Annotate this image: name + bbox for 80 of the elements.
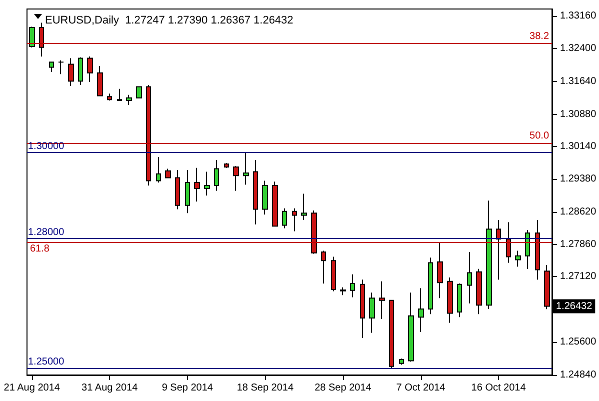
- candlestick: [156, 156, 161, 184]
- candlestick: [126, 94, 132, 106]
- candlestick: [360, 279, 365, 338]
- candlestick: [175, 169, 180, 210]
- candlestick: [515, 250, 521, 268]
- candlestick: [496, 220, 501, 280]
- y-tick-label: 1.30880: [560, 108, 597, 120]
- x-tick-label: 21 Aug 2014: [4, 382, 60, 394]
- candlestick: [204, 171, 210, 196]
- candlestick: [408, 292, 414, 362]
- x-tick-label: 18 Sep 2014: [236, 382, 294, 394]
- candlestick: [418, 288, 424, 332]
- candlestick: [49, 62, 54, 73]
- candlestick: [457, 283, 462, 318]
- candlestick: [87, 56, 93, 82]
- candlestick: [224, 162, 229, 168]
- candlestick: [399, 358, 404, 366]
- candlestick: [97, 65, 103, 96]
- annotation: 61.8: [30, 244, 50, 255]
- ref-line-label: 1.30000: [28, 140, 65, 152]
- text: EURUSD,Daily 1.27247 1.27390 1.26367 1.26432: [45, 14, 294, 26]
- candlestick: [506, 222, 511, 264]
- candlestick: [311, 210, 317, 254]
- ref-line-label: 1.25000: [28, 356, 65, 368]
- candlestick: [165, 168, 171, 178]
- candlestick: [340, 286, 346, 296]
- candlestick: [272, 181, 278, 227]
- candlestick: [68, 58, 74, 86]
- candlestick: [301, 193, 307, 221]
- candlestick: [136, 86, 142, 98]
- y-tick-label: 1.28620: [560, 206, 597, 218]
- candlestick: [379, 280, 385, 320]
- y-tick-label: 1.27120: [560, 271, 597, 282]
- candlestick: [535, 220, 540, 280]
- y-tick-label: 1.31640: [560, 76, 597, 88]
- candlestick: [331, 256, 336, 292]
- x-tick-label: 16 Oct 2014: [471, 382, 526, 394]
- y-tick-label: 1.30140: [560, 140, 597, 152]
- annotation: 50.0: [530, 130, 550, 142]
- candlestick: [253, 160, 258, 225]
- candlestick: [437, 242, 443, 299]
- candlestick: [214, 160, 219, 192]
- text: 1.26432: [556, 300, 593, 312]
- y-tick-label: 1.27860: [560, 239, 597, 250]
- candlestick: [117, 88, 122, 101]
- candlestick: [292, 208, 297, 232]
- y-tick-label: 1.29380: [560, 174, 597, 185]
- x-tick-label: 7 Oct 2014: [396, 382, 446, 394]
- candlestick: [350, 274, 355, 298]
- candlestick: [476, 268, 482, 315]
- candlestick: [321, 250, 326, 284]
- candlestick: [544, 264, 550, 310]
- y-tick-label: 1.32400: [560, 43, 597, 54]
- x-tick-label: 31 Aug 2014: [82, 382, 138, 394]
- candlestick: [58, 60, 64, 75]
- annotation: 38.2: [530, 31, 550, 42]
- ref-line-label: 1.28000: [28, 227, 65, 238]
- x-tick-label: 9 Sep 2014: [162, 382, 214, 394]
- candlestick: [282, 208, 287, 229]
- candlestick: [486, 200, 492, 310]
- candlestick: [525, 229, 530, 270]
- candlestick: [389, 300, 394, 370]
- candlestick: [39, 22, 44, 57]
- y-tick-label: 1.25600: [560, 336, 597, 348]
- candlestick: [194, 167, 200, 202]
- candlestick: [78, 56, 83, 86]
- candlestick: [233, 166, 239, 192]
- x-tick-label: 28 Sep 2014: [314, 382, 372, 394]
- candlestick: [107, 93, 112, 101]
- candlestick: [467, 251, 472, 304]
- y-tick-label: 1.24840: [560, 370, 597, 380]
- y-tick-label: 1.33160: [560, 10, 597, 22]
- candlestick: [243, 152, 249, 186]
- candlestick: [369, 292, 375, 334]
- candlestick: [29, 26, 35, 48]
- candlestick: [428, 257, 433, 315]
- candlestick: [262, 180, 268, 215]
- candlestick: [185, 169, 190, 214]
- candlestick: [447, 276, 453, 324]
- candlestick: [146, 84, 151, 186]
